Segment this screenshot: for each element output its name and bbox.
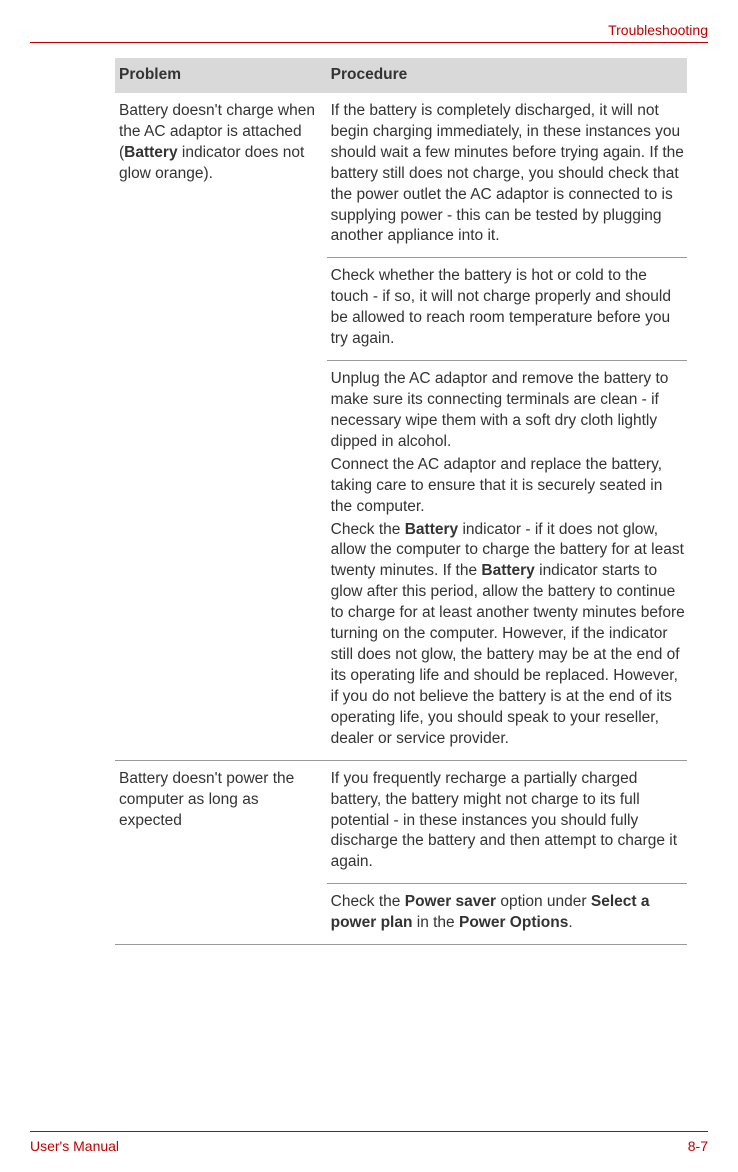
problem-text: Battery doesn't power the computer as lo…	[119, 770, 294, 829]
procedure-text: Connect the AC adaptor and replace the b…	[331, 455, 685, 518]
procedure-cell: Check whether the battery is hot or cold…	[327, 258, 687, 361]
procedure-text: Check the Battery indicator - if it does…	[331, 520, 685, 750]
procedure-text: Check the Power saver option under Selec…	[331, 892, 685, 934]
procedure-cell: If you frequently recharge a partially c…	[327, 760, 687, 884]
header-rule	[30, 42, 708, 43]
problem-cell: Battery doesn't charge when the AC adapt…	[115, 93, 327, 760]
footer-page-number: 8-7	[688, 1138, 708, 1154]
procedure-text: Check whether the battery is hot or cold…	[331, 266, 685, 350]
procedure-cell: Check the Power saver option under Selec…	[327, 884, 687, 945]
procedure-text: If the battery is completely discharged,…	[331, 101, 685, 247]
procedure-text: Unplug the AC adaptor and remove the bat…	[331, 369, 685, 453]
column-header-problem: Problem	[115, 58, 327, 93]
main-content: Problem Procedure Battery doesn't charge…	[115, 58, 687, 945]
troubleshooting-table: Problem Procedure Battery doesn't charge…	[115, 58, 687, 945]
problem-cell: Battery doesn't power the computer as lo…	[115, 760, 327, 944]
procedure-text: If you frequently recharge a partially c…	[331, 769, 685, 874]
column-header-procedure: Procedure	[327, 58, 687, 93]
table-row: Battery doesn't power the computer as lo…	[115, 760, 687, 884]
procedure-cell: Unplug the AC adaptor and remove the bat…	[327, 361, 687, 761]
section-title: Troubleshooting	[608, 22, 708, 38]
footer-rule	[30, 1131, 708, 1132]
table-row: Battery doesn't charge when the AC adapt…	[115, 93, 687, 258]
procedure-cell: If the battery is completely discharged,…	[327, 93, 687, 258]
problem-text: Battery doesn't charge when the AC adapt…	[119, 102, 315, 182]
footer-manual-title: User's Manual	[30, 1138, 119, 1154]
